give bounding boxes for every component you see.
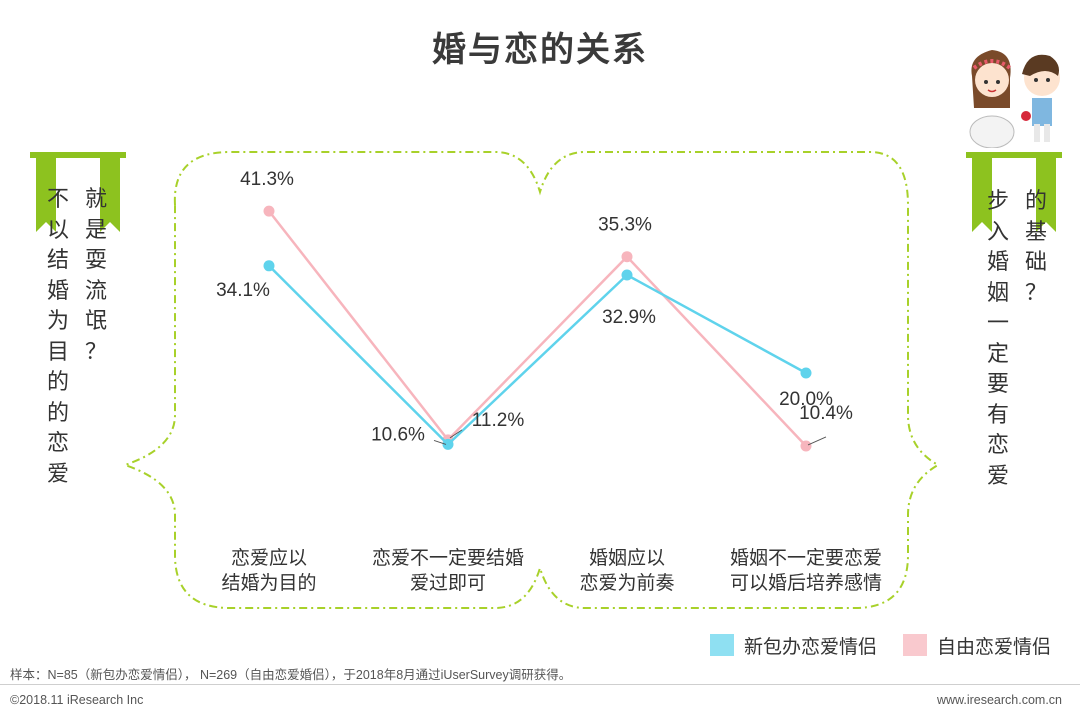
data-label: 10.4% <box>799 403 853 424</box>
data-point <box>800 440 812 452</box>
series-line-1 <box>268 264 807 447</box>
left-char: 不 <box>46 186 69 211</box>
legend-item-series-2: 自由恋爱情侣 <box>903 632 1051 658</box>
data-label: 20.0% <box>779 389 833 410</box>
category-label: 爱过即可 <box>410 572 486 594</box>
left-char: 的 <box>46 399 69 425</box>
category-label: 结婚为目的 <box>221 572 316 594</box>
footer-divider <box>0 684 1080 685</box>
left-char: 的 <box>46 369 69 394</box>
data-label: 35.3% <box>598 215 652 236</box>
legend-label: 新包办恋爱情侣 <box>744 636 878 658</box>
category-label: 婚姻不一定要恋爱 <box>730 547 882 569</box>
label-leader <box>807 436 827 446</box>
right-char: ？ <box>1024 279 1047 305</box>
sample-footnote: 样本：N=85（新包办恋爱情侣）， N=269（自由恋爱婚侣），于2018年8月… <box>10 668 572 682</box>
right-char: 步 <box>986 188 1009 213</box>
data-point <box>800 367 812 379</box>
legend-label: 自由恋爱情侣 <box>937 636 1052 658</box>
category-label: 可以婚后培养感情 <box>730 572 882 594</box>
category-label: 恋爱应以 <box>231 547 307 569</box>
right-char: 础 <box>1024 249 1047 274</box>
right-char: 基 <box>1024 218 1047 244</box>
legend-swatch <box>710 634 734 656</box>
data-label: 34.1% <box>216 280 270 301</box>
page-title: 婚与恋的关系 <box>432 31 648 69</box>
right-text-col1: 步 入 婚 姻 一 定 要 有 恋 爱 <box>983 186 1013 491</box>
data-point <box>263 205 275 217</box>
data-point <box>621 251 633 263</box>
right-char-accent: 姻 <box>986 279 1009 305</box>
category-label: 恋爱为前奏 <box>579 572 674 594</box>
category-label: 恋爱不一定要结婚 <box>372 547 524 569</box>
right-ribbon <box>966 152 1062 232</box>
right-char: 要 <box>986 371 1009 396</box>
left-char-accent: 恋 <box>46 430 69 455</box>
series-line-2 <box>268 210 807 447</box>
left-char: 耍 <box>84 247 107 272</box>
right-char: 爱 <box>986 462 1009 488</box>
couple-illustration <box>969 50 1060 148</box>
left-char: 婚 <box>46 277 69 303</box>
right-char-accent: 婚 <box>986 249 1009 274</box>
left-char: 是 <box>84 216 107 242</box>
right-char: 定 <box>986 340 1009 366</box>
data-label: 11.2% <box>472 410 525 431</box>
right-char: 恋 <box>986 432 1009 457</box>
data-point <box>263 260 275 272</box>
right-text-col2: 的 基 础 ？ <box>1021 186 1051 308</box>
legend-item-series-1: 新包办恋爱情侣 <box>710 632 877 658</box>
label-leader <box>433 439 447 445</box>
category-label: 婚姻应以 <box>589 547 665 569</box>
legend-swatch <box>903 634 927 656</box>
left-char-accent: 爱 <box>46 460 69 486</box>
right-char: 有 <box>986 401 1009 427</box>
left-char: 氓 <box>84 308 107 333</box>
left-char: 以 <box>46 216 69 242</box>
left-char: 流 <box>84 277 107 303</box>
left-ribbon <box>30 152 126 232</box>
data-point <box>442 438 454 450</box>
left-char: ？ <box>84 338 107 364</box>
left-char: 目 <box>46 338 69 364</box>
left-char: 为 <box>46 308 69 333</box>
data-label: 41.3% <box>240 169 294 190</box>
left-char: 结 <box>46 247 69 272</box>
copyright: ©2018.11 iResearch Inc <box>10 693 144 707</box>
left-text-col2: 就 是 耍 流 氓 ？ <box>81 184 111 367</box>
left-text-col1: 不 以 结 婚 为 目 的 的 恋 爱 <box>43 184 73 489</box>
left-char: 就 <box>84 186 107 211</box>
right-char: 的 <box>1024 188 1047 213</box>
data-label: 32.9% <box>602 307 656 328</box>
data-label: 10.6% <box>371 424 425 445</box>
right-char: 入 <box>986 218 1009 244</box>
label-leader <box>449 429 463 439</box>
chart-frame <box>121 151 941 609</box>
data-point <box>621 269 633 281</box>
website-link[interactable]: www.iresearch.com.cn <box>936 693 1062 707</box>
right-char: 一 <box>986 310 1009 335</box>
